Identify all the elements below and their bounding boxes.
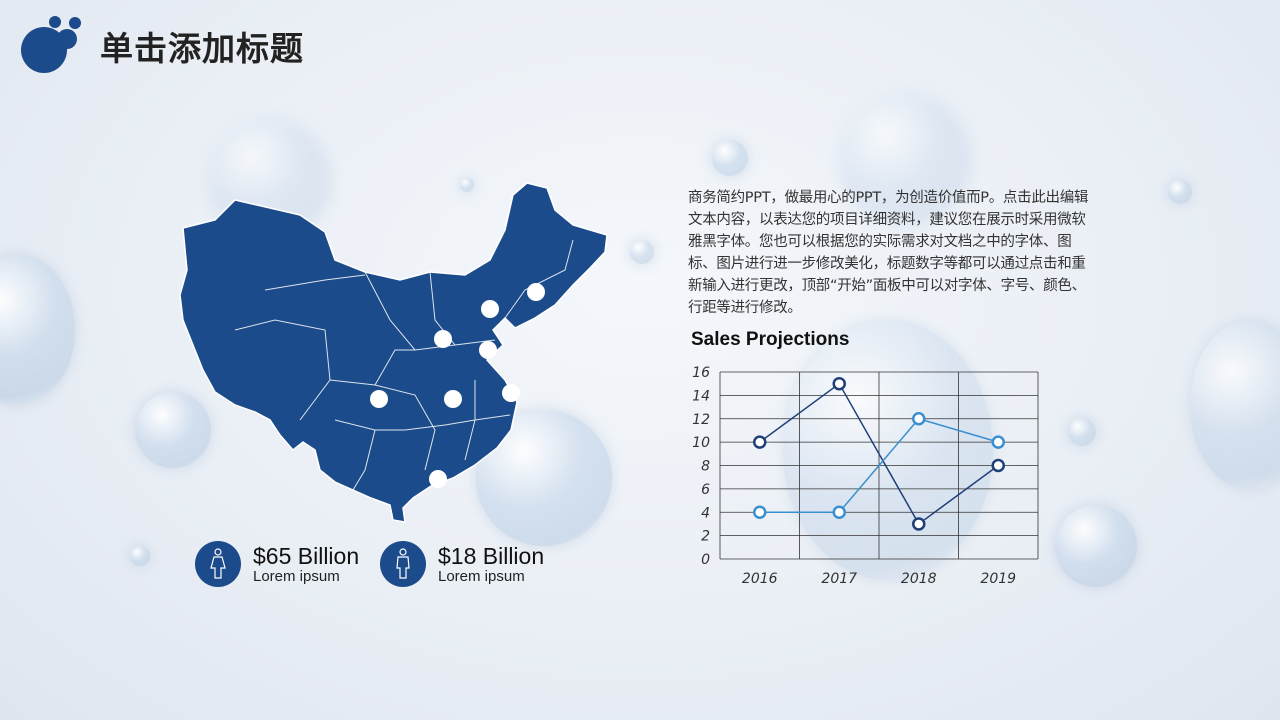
y-tick-label: 12 (692, 412, 710, 428)
stat-item: $18 Billion Lorem ipsum (380, 541, 544, 587)
data-point (991, 435, 1005, 449)
y-tick-label: 2 (701, 529, 710, 545)
logo-icon (21, 16, 81, 73)
stat-value: $18 Billion (438, 543, 545, 569)
background-bubble (1190, 320, 1280, 490)
y-tick-label: 4 (701, 505, 710, 521)
line-chart: 0 2 4 6 8 10 12 14 16 2016 2017 2018 2019 (692, 365, 1039, 587)
x-tick-label: 2017 (821, 571, 857, 587)
stat-label: Lorem ipsum (438, 568, 525, 585)
data-point (753, 435, 767, 449)
background-bubble (712, 140, 748, 176)
background-bubble (135, 392, 211, 468)
x-tick-label: 2019 (980, 571, 1016, 587)
stat-item: $65 Billion Lorem ipsum (195, 541, 359, 587)
data-point (832, 376, 846, 391)
y-tick-label: 0 (701, 552, 710, 568)
background-bubble (630, 240, 654, 264)
male-person-icon (380, 541, 426, 587)
data-point (912, 412, 926, 426)
data-point (912, 517, 926, 531)
background-bubble (130, 546, 150, 566)
data-point (832, 505, 846, 519)
background-bubble (1168, 180, 1192, 204)
body-text[interactable]: 商务简约PPT，做最用心的PPT，为创造价值而P。点击此出编辑文本内容，以表达您… (688, 190, 1089, 316)
chart-title: Sales Projections (691, 329, 850, 350)
x-tick-label: 2016 (742, 571, 778, 587)
y-tick-label: 10 (692, 435, 710, 451)
series-line (759, 382, 999, 526)
stat-label: Lorem ipsum (253, 568, 340, 585)
background-bubble (460, 178, 474, 192)
page-title[interactable]: 单击添加标题 (100, 29, 304, 68)
background-bubble (0, 255, 75, 405)
series-line (759, 417, 999, 513)
stat-value: $65 Billion (253, 543, 360, 569)
data-point (753, 505, 767, 519)
female-person-icon (195, 541, 241, 587)
y-tick-label: 6 (701, 482, 710, 498)
y-tick-label: 16 (692, 365, 710, 381)
x-tick-label: 2018 (901, 571, 937, 587)
y-tick-label: 14 (692, 388, 710, 404)
y-tick-label: 8 (701, 459, 710, 475)
background-bubble (783, 320, 993, 580)
data-point (991, 458, 1005, 473)
background-bubble (840, 95, 970, 225)
background-bubble (1068, 418, 1096, 446)
china-map (179, 182, 608, 523)
background-bubble (1055, 505, 1137, 587)
